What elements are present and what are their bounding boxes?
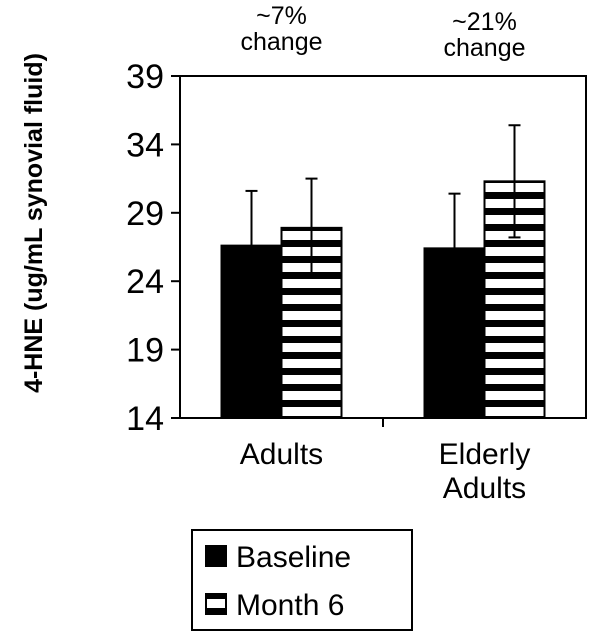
change-annotation: ~7%	[256, 2, 307, 30]
legend: Baseline Month 6	[191, 529, 413, 631]
bar	[220, 244, 283, 419]
legend-swatch	[205, 545, 227, 567]
y-tick-label: 19	[126, 332, 164, 370]
y-axis-label: 4-HNE (ug/mL synovial fluid)	[20, 53, 48, 393]
y-tick-label: 34	[126, 126, 164, 164]
bar	[423, 247, 486, 419]
change-annotation: ~21%	[452, 8, 517, 36]
legend-box	[191, 529, 413, 631]
y-tick-label: 39	[126, 58, 164, 96]
change-annotation: change	[240, 28, 322, 56]
y-tick-label: 29	[126, 195, 164, 233]
legend-label: Baseline	[236, 541, 351, 574]
y-tick-label: 24	[126, 263, 164, 301]
category-label: Adults	[443, 472, 526, 505]
change-annotation: change	[443, 34, 525, 62]
category-label: Elderly	[439, 438, 531, 471]
legend-swatch	[205, 593, 227, 615]
legend-label: Month 6	[236, 589, 344, 622]
category-label: Adults	[240, 438, 323, 471]
y-tick-label: 14	[126, 400, 164, 438]
